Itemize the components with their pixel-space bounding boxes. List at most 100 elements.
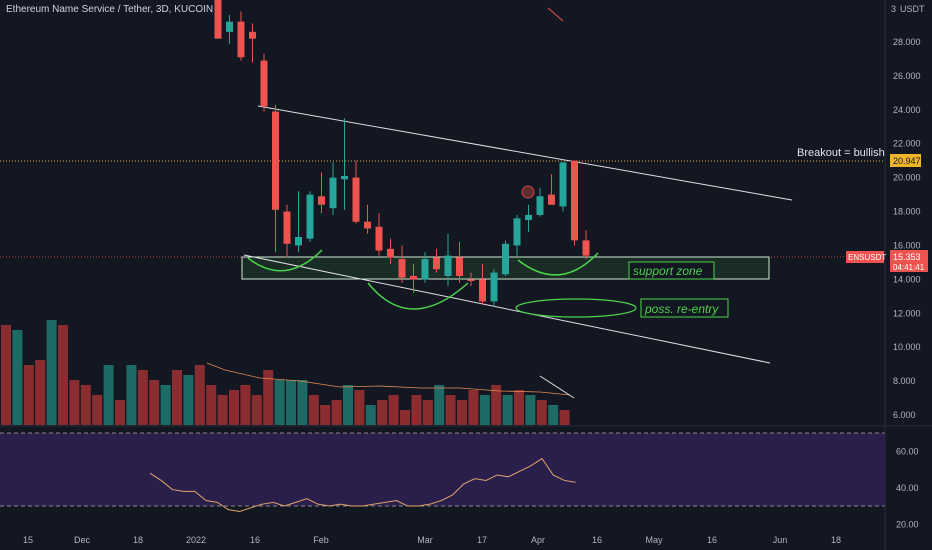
volume-bar bbox=[411, 395, 422, 425]
price-tick: 22.000 bbox=[893, 139, 921, 149]
candle-body bbox=[490, 272, 498, 302]
time-tick: May bbox=[645, 535, 663, 545]
breakout-annotation: Breakout = bullish bbox=[797, 147, 885, 159]
candle-body bbox=[283, 211, 291, 244]
volume-bar bbox=[103, 365, 114, 425]
candle-body bbox=[341, 175, 348, 180]
volume-bar bbox=[548, 405, 559, 425]
symbol-badge-text: ENSUSDT bbox=[848, 253, 886, 262]
candle bbox=[272, 104, 279, 253]
candle bbox=[571, 160, 578, 246]
rsi-line bbox=[149, 457, 576, 512]
lower-trend-line[interactable] bbox=[243, 254, 771, 364]
volume-bar bbox=[525, 395, 536, 425]
volume-bar bbox=[126, 365, 137, 425]
candle-body bbox=[398, 259, 406, 278]
candle bbox=[283, 204, 291, 258]
candle-body bbox=[272, 111, 279, 210]
price-tick: 10.000 bbox=[893, 342, 921, 352]
reentry-label-box[interactable]: poss. re-entry bbox=[640, 298, 729, 318]
candle bbox=[456, 242, 463, 283]
candle bbox=[387, 238, 394, 265]
volume-bar bbox=[400, 410, 410, 425]
price-tick: 12.000 bbox=[893, 308, 921, 318]
volume-bar bbox=[80, 385, 91, 425]
support-zone-label-box[interactable]: support zone bbox=[628, 261, 715, 280]
candle bbox=[260, 53, 268, 112]
price-tick: 8.000 bbox=[893, 376, 916, 386]
candle-body bbox=[421, 259, 429, 280]
time-tick: 16 bbox=[250, 535, 260, 545]
volume-bars bbox=[1, 320, 570, 425]
time-tick: 18 bbox=[831, 535, 841, 545]
candle-body bbox=[237, 21, 245, 58]
candle-body bbox=[352, 177, 360, 222]
candle bbox=[559, 162, 567, 212]
volume-bar bbox=[251, 395, 262, 425]
candle bbox=[318, 172, 325, 214]
volume-bar bbox=[69, 380, 80, 425]
volume-bar bbox=[479, 395, 490, 425]
volume-bar bbox=[445, 395, 456, 425]
volume-ma-line bbox=[206, 362, 571, 396]
candle-body bbox=[502, 243, 509, 275]
volume-bar bbox=[240, 385, 251, 425]
time-tick: Apr bbox=[531, 535, 545, 545]
rsi-pane bbox=[0, 425, 932, 512]
volume-bar bbox=[149, 380, 160, 425]
candle bbox=[398, 245, 406, 283]
price-tick: 20.000 bbox=[893, 173, 921, 183]
candle-body bbox=[433, 257, 440, 270]
volume-bar bbox=[377, 400, 388, 425]
price-tick: 24.000 bbox=[893, 105, 921, 115]
upper-trend-line[interactable] bbox=[257, 105, 793, 201]
candle bbox=[433, 248, 440, 273]
candle bbox=[502, 240, 509, 276]
price-axis[interactable]: 3 USDT 28.000 26.000 24.000 22.000 20.000 18.… bbox=[884, 0, 925, 550]
candle-body bbox=[387, 248, 394, 258]
volume-bar bbox=[388, 395, 399, 425]
volume-bar bbox=[354, 390, 365, 425]
candle bbox=[421, 252, 429, 283]
candle bbox=[249, 23, 256, 63]
volume-bar bbox=[12, 330, 23, 425]
candle-body bbox=[306, 194, 314, 239]
current-price-text: 15.353 bbox=[893, 252, 921, 262]
volume-bar bbox=[206, 385, 217, 425]
volume-bar bbox=[58, 325, 68, 425]
time-tick: 2022 bbox=[186, 535, 206, 545]
reentry-ellipse bbox=[515, 298, 637, 318]
candle bbox=[582, 230, 590, 260]
volume-bar bbox=[422, 400, 433, 425]
candle-body bbox=[444, 255, 452, 276]
candlestick-series bbox=[214, 0, 590, 307]
volume-bar bbox=[274, 380, 285, 425]
candle-body bbox=[214, 0, 222, 39]
support-arc-right bbox=[517, 252, 599, 276]
time-tick: 17 bbox=[477, 535, 487, 545]
candle bbox=[410, 264, 417, 293]
time-axis[interactable]: 15 Dec 18 2022 16 Feb Mar 17 Apr 16 May 16 Jun 18 bbox=[23, 535, 841, 545]
time-tick: Jun bbox=[773, 535, 788, 545]
candle-body bbox=[571, 160, 578, 241]
candle-body bbox=[260, 60, 268, 107]
volume-bar bbox=[217, 395, 228, 425]
volume-bar bbox=[194, 365, 205, 425]
symbol-price-badge: ENSUSDT bbox=[846, 251, 886, 263]
candle-body bbox=[295, 236, 302, 246]
candle-body bbox=[456, 257, 463, 276]
current-price-badge: 15.353 04:41:41 bbox=[890, 250, 928, 272]
time-tick: Mar bbox=[417, 535, 433, 545]
volume-bar bbox=[286, 380, 296, 425]
volume-bar bbox=[229, 390, 239, 425]
volume-bar bbox=[514, 390, 524, 425]
price-tick: 6.000 bbox=[893, 410, 916, 420]
volume-bar bbox=[502, 395, 513, 425]
volume-bar bbox=[115, 400, 125, 425]
volume-bar bbox=[46, 320, 57, 425]
volume-bar bbox=[23, 365, 34, 425]
reentry-label: poss. re-entry bbox=[644, 302, 719, 316]
volume-bar bbox=[308, 395, 319, 425]
volume-bar bbox=[160, 385, 171, 425]
